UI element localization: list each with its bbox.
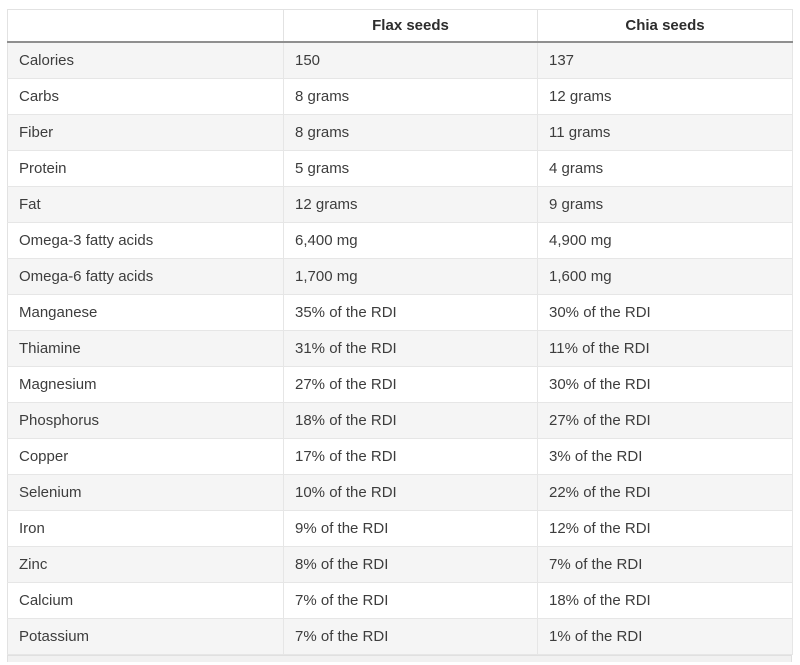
chia-value-cell: 30% of the RDI: [537, 294, 793, 331]
row-label-cell: Manganese: [7, 294, 284, 331]
row-label-cell: Iron: [7, 510, 284, 547]
row-label-cell: Phosphorus: [7, 402, 284, 439]
chia-value-cell: 7% of the RDI: [537, 546, 793, 583]
table-row: Omega-6 fatty acids 1,700 mg 1,600 mg: [7, 258, 793, 295]
flax-value-cell: 10% of the RDI: [283, 474, 538, 511]
chia-value-cell: 3% of the RDI: [537, 438, 793, 475]
row-label-cell: Fiber: [7, 114, 284, 151]
flax-value-cell: 12 grams: [283, 186, 538, 223]
row-label-cell: Potassium: [7, 618, 284, 655]
row-label-cell: Magnesium: [7, 366, 284, 403]
table-row: Omega-3 fatty acids 6,400 mg 4,900 mg: [7, 222, 793, 259]
row-label-cell: Fat: [7, 186, 284, 223]
header-empty-cell: [7, 9, 284, 43]
flax-value-cell: 8 grams: [283, 114, 538, 151]
table-row: Zinc 8% of the RDI 7% of the RDI: [7, 546, 793, 583]
chia-value-cell: 137: [537, 41, 793, 79]
chia-value-cell: 18% of the RDI: [537, 582, 793, 619]
row-label-cell: Selenium: [7, 474, 284, 511]
table-row: Thiamine 31% of the RDI 11% of the RDI: [7, 330, 793, 367]
table-row: Manganese 35% of the RDI 30% of the RDI: [7, 294, 793, 331]
flax-value-cell: 6,400 mg: [283, 222, 538, 259]
row-label-cell: Zinc: [7, 546, 284, 583]
table-row: Fiber 8 grams 11 grams: [7, 114, 793, 151]
chia-value-cell: 1,600 mg: [537, 258, 793, 295]
flax-value-cell: 31% of the RDI: [283, 330, 538, 367]
chia-value-cell: 11% of the RDI: [537, 330, 793, 367]
table-row: Phosphorus 18% of the RDI 27% of the RDI: [7, 402, 793, 439]
row-label-cell: Copper: [7, 438, 284, 475]
table-row: Magnesium 27% of the RDI 30% of the RDI: [7, 366, 793, 403]
chia-value-cell: 12% of the RDI: [537, 510, 793, 547]
chia-value-cell: 9 grams: [537, 186, 793, 223]
chia-value-cell: 4,900 mg: [537, 222, 793, 259]
row-label-cell: Carbs: [7, 78, 284, 115]
flax-value-cell: 18% of the RDI: [283, 402, 538, 439]
flax-value-cell: 7% of the RDI: [283, 582, 538, 619]
row-label-cell: Omega-6 fatty acids: [7, 258, 284, 295]
chia-value-cell: 4 grams: [537, 150, 793, 187]
flax-value-cell: 1,700 mg: [283, 258, 538, 295]
table-row: Carbs 8 grams 12 grams: [7, 78, 793, 115]
table-row: Fat 12 grams 9 grams: [7, 186, 793, 223]
flax-value-cell: 27% of the RDI: [283, 366, 538, 403]
chia-value-cell: 12 grams: [537, 78, 793, 115]
flax-value-cell: 7% of the RDI: [283, 618, 538, 655]
table-row: Iron 9% of the RDI 12% of the RDI: [7, 510, 793, 547]
table-row: Potassium 7% of the RDI 1% of the RDI: [7, 618, 793, 655]
flax-value-cell: 17% of the RDI: [283, 438, 538, 475]
chia-value-cell: 1% of the RDI: [537, 618, 793, 655]
chia-value-cell: 22% of the RDI: [537, 474, 793, 511]
row-label-cell: Protein: [7, 150, 284, 187]
flax-value-cell: 150: [283, 41, 538, 79]
header-chia-seeds: Chia seeds: [537, 9, 793, 43]
flax-value-cell: 8 grams: [283, 78, 538, 115]
table-row: Protein 5 grams 4 grams: [7, 150, 793, 187]
table-row: Selenium 10% of the RDI 22% of the RDI: [7, 474, 793, 511]
row-label-cell: Omega-3 fatty acids: [7, 222, 284, 259]
row-label-cell: Thiamine: [7, 330, 284, 367]
table-row: Copper 17% of the RDI 3% of the RDI: [7, 438, 793, 475]
cutoff-next-row: [7, 655, 792, 662]
flax-value-cell: 5 grams: [283, 150, 538, 187]
flax-value-cell: 8% of the RDI: [283, 546, 538, 583]
chia-value-cell: 30% of the RDI: [537, 366, 793, 403]
chia-value-cell: 27% of the RDI: [537, 402, 793, 439]
header-row: Flax seeds Chia seeds: [7, 9, 793, 43]
chia-value-cell: 11 grams: [537, 114, 793, 151]
table-row: Calories 150 137: [7, 41, 793, 79]
row-label-cell: Calcium: [7, 582, 284, 619]
header-flax-seeds: Flax seeds: [283, 9, 538, 43]
flax-value-cell: 9% of the RDI: [283, 510, 538, 547]
row-label-cell: Calories: [7, 41, 284, 79]
nutrition-comparison-table: Flax seeds Chia seeds Calories 150 137 Carb…: [7, 9, 793, 655]
nutrition-table-container: Flax seeds Chia seeds Calories 150 137 Carb…: [7, 9, 793, 662]
table-row: Calcium 7% of the RDI 18% of the RDI: [7, 582, 793, 619]
flax-value-cell: 35% of the RDI: [283, 294, 538, 331]
